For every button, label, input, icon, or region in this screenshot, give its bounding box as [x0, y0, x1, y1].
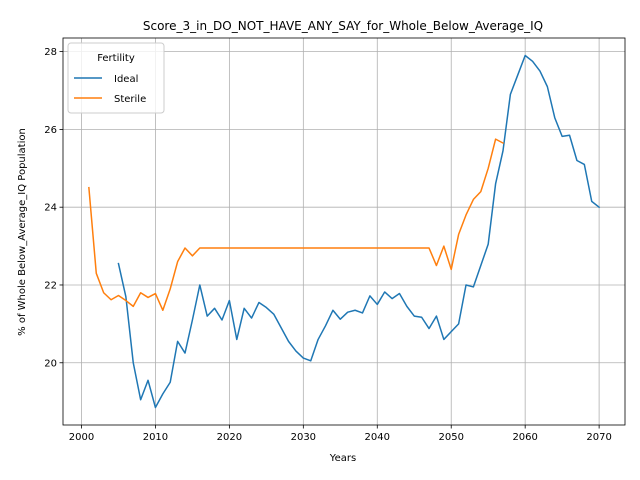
legend-title: Fertility	[97, 53, 135, 64]
x-tick-label: 2000	[69, 432, 94, 443]
legend-label-sterile: Sterile	[114, 94, 146, 105]
x-axis-ticks: 2000 2010 2020 2030 2040 2050 2060 2070	[69, 425, 612, 443]
y-axis-label: % of Whole Below_Average_IQ Population	[17, 128, 28, 336]
gridlines	[63, 38, 625, 425]
x-tick-label: 2070	[586, 432, 611, 443]
series-line-ideal	[117, 54, 601, 409]
x-tick-label: 2030	[291, 432, 316, 443]
x-tick-label: 2050	[438, 432, 463, 443]
series-line-sterile	[88, 138, 505, 312]
x-tick-label: 2020	[217, 432, 242, 443]
legend-box	[67, 42, 165, 114]
y-tick-label: 24	[44, 203, 57, 214]
y-axis-ticks: 20 22 24 26 28	[44, 47, 63, 369]
y-tick-label: 28	[44, 47, 57, 58]
plot-frame	[62, 37, 626, 426]
legend: Fertility Ideal Sterile	[67, 42, 165, 114]
legend-label-ideal: Ideal	[114, 74, 138, 85]
x-tick-label: 2060	[512, 432, 537, 443]
x-axis-label: Years	[329, 453, 356, 464]
chart-title: Score_3_in_DO_NOT_HAVE_ANY_SAY_for_Whole…	[143, 19, 543, 33]
x-tick-label: 2010	[143, 432, 168, 443]
y-tick-label: 20	[44, 358, 57, 369]
x-tick-label: 2040	[365, 432, 390, 443]
y-tick-label: 26	[44, 125, 57, 136]
y-tick-label: 22	[44, 280, 57, 291]
series-lines	[88, 54, 601, 409]
